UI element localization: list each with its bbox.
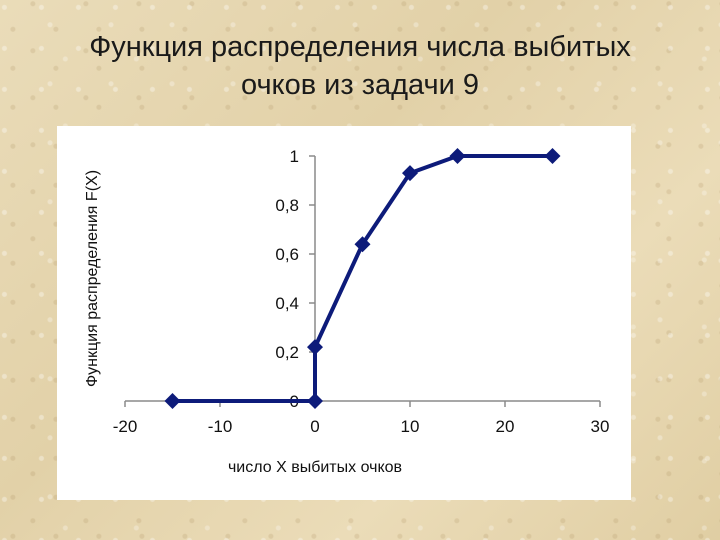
y-tick-label: 0,2: [275, 343, 299, 362]
y-axis-title: Функция распределения F(X): [84, 170, 101, 387]
x-tick-label: 10: [401, 417, 420, 436]
y-tick-label: 1: [290, 147, 299, 166]
data-point-marker: [307, 393, 323, 409]
slide-title-line-1: Функция распределения числа выбитых: [89, 31, 631, 63]
data-point-marker: [402, 165, 418, 182]
data-point-marker: [449, 148, 466, 164]
chart-panel: -20 -10 0 10 20 30 0 0,2 0,4 0,6 0,8 1 число X выби…: [57, 126, 631, 500]
series: [164, 148, 561, 409]
data-point-marker: [164, 393, 181, 409]
slide-title: Функция распределения числа выбитых очко…: [0, 28, 720, 104]
y-tick-label: 0,8: [275, 196, 299, 215]
x-tick-label: 0: [310, 417, 319, 436]
series-line: [172, 154, 553, 403]
x-tick-label: 20: [496, 417, 515, 436]
x-tick-label: 30: [591, 417, 610, 436]
y-tick-label: 0,4: [275, 294, 299, 313]
data-point-marker: [307, 339, 323, 356]
axes: [124, 155, 601, 407]
x-axis-title: число X выбитых очков: [228, 459, 402, 476]
y-tick-label: 0,6: [275, 245, 299, 264]
slide-title-line-2: очков из задачи 9: [240, 69, 480, 101]
x-tick-label: -10: [208, 417, 233, 436]
data-point-marker: [544, 148, 561, 164]
data-point-marker: [354, 236, 371, 253]
x-tick-label: -20: [113, 417, 138, 436]
